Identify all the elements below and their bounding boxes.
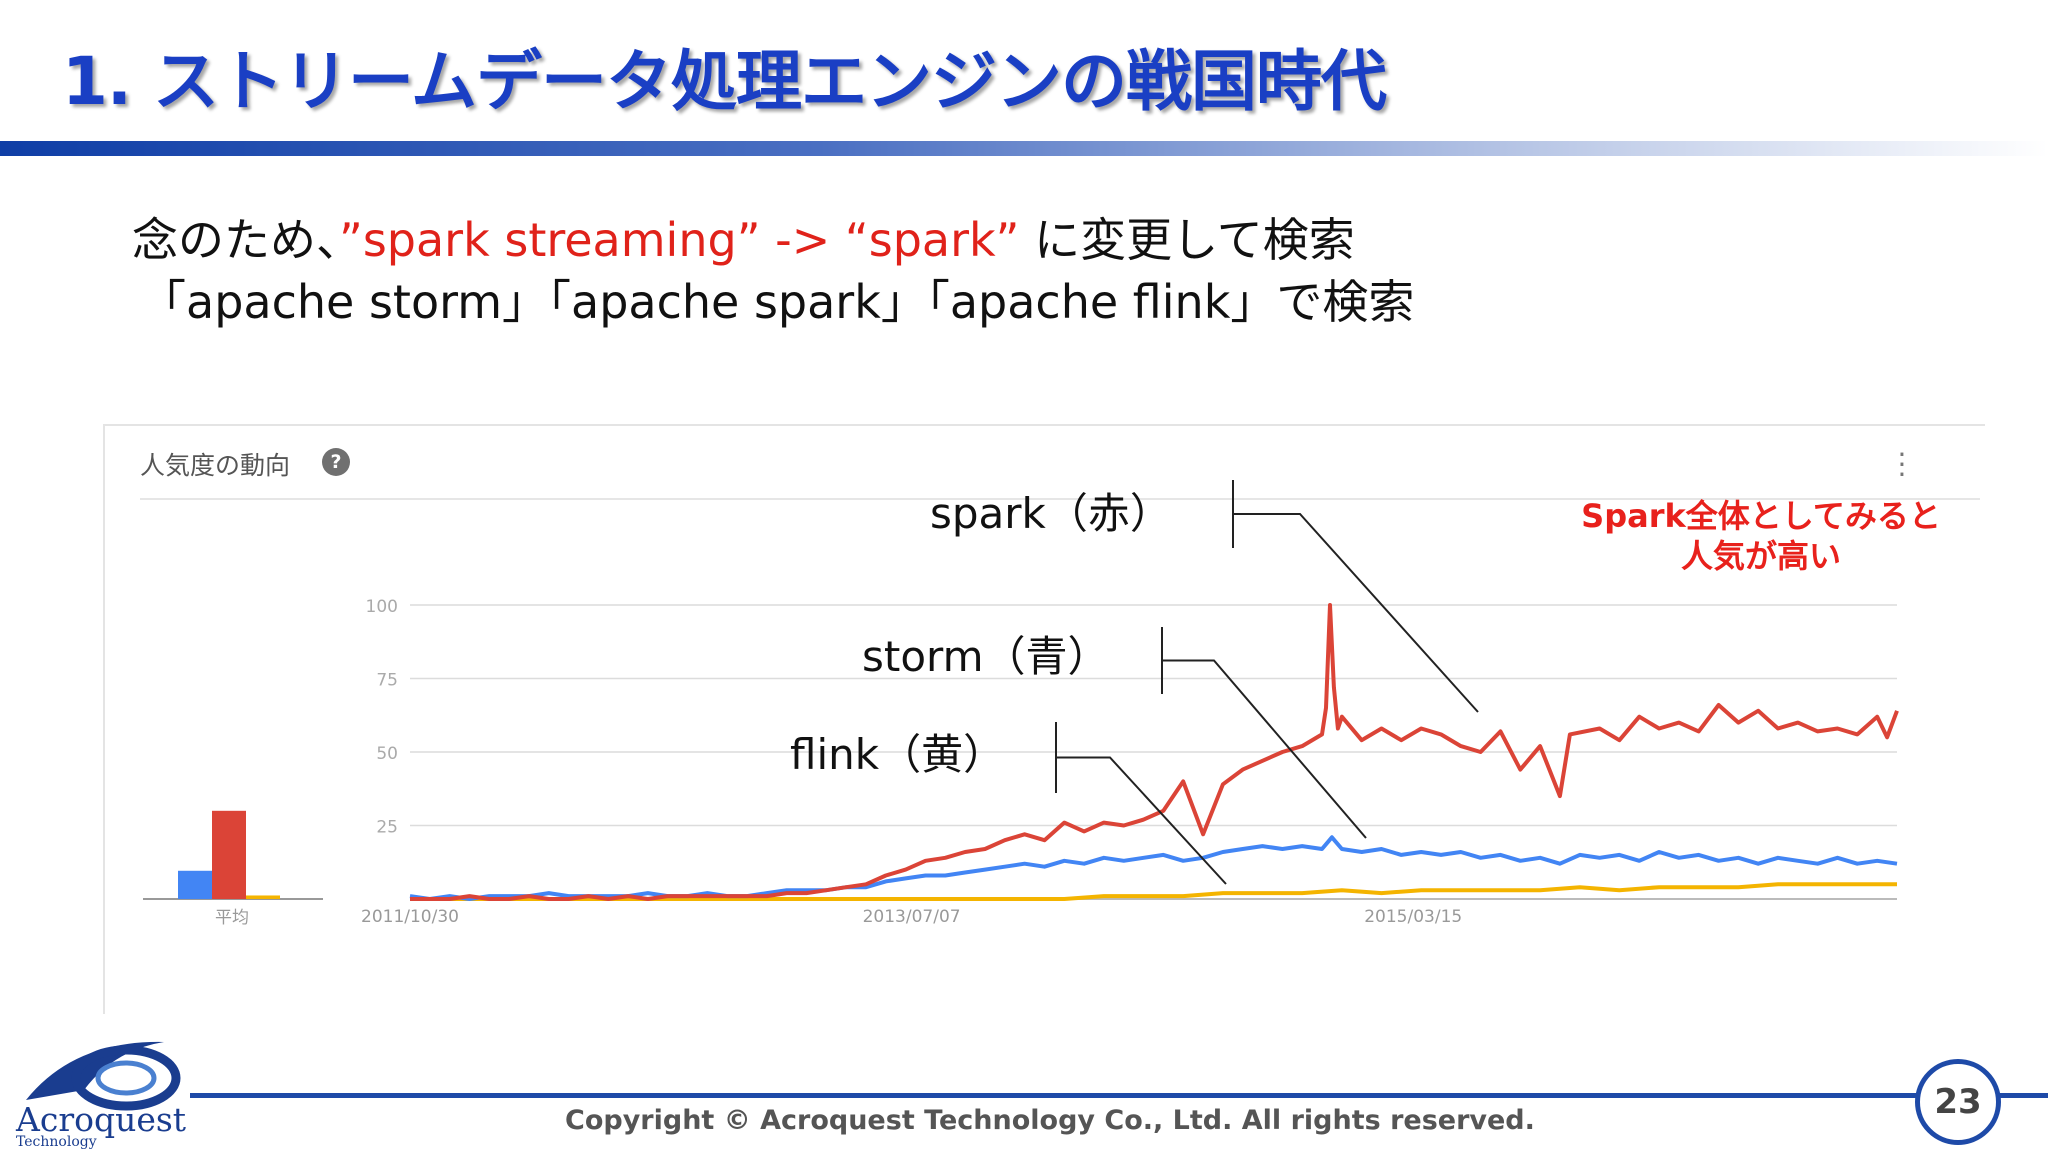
- callout-leader-storm: [1162, 659, 1367, 839]
- annotation-label-flink: flink（黄）: [790, 730, 1005, 779]
- line1-suffix: に変更して検索: [1019, 213, 1355, 267]
- y-tick-label: 100: [366, 597, 398, 617]
- series-lines: [409, 603, 1899, 901]
- average-bar-storm: [178, 870, 212, 899]
- annotation-callouts: spark（赤） storm（青） flink（黄）: [790, 480, 1479, 885]
- page-number: 23: [1915, 1059, 2001, 1145]
- averages-chart: 平均: [143, 810, 323, 928]
- series-line-storm: [409, 835, 1898, 901]
- footer-rule-right: [2000, 1093, 2048, 1098]
- y-tick-label: 75: [376, 671, 398, 691]
- trends-panel: [103, 424, 1985, 1014]
- x-tick-label: 2013/07/07: [863, 907, 961, 927]
- note-line2: 人気が高い: [1680, 537, 1841, 575]
- chart-grid: 25 50 75 100 2011/10/30 2013/07/07 2015/03/15: [361, 597, 1897, 927]
- acroquest-logo: [26, 1041, 181, 1111]
- panel-title: 人気度の動向: [140, 451, 291, 480]
- x-tick-label: 2011/10/30: [361, 907, 459, 927]
- help-circle-icon[interactable]: ?: [322, 448, 350, 476]
- search-note-line1: 念のため、”spark streaming” -> “spark” に変更して検…: [132, 204, 1355, 270]
- average-bar-spark: [212, 810, 246, 899]
- annotation-label-spark: spark（赤）: [930, 489, 1172, 538]
- footer-rule: [190, 1093, 1920, 1098]
- panel-divider: [140, 498, 1980, 500]
- logo-name: Acroquest: [16, 1100, 187, 1139]
- series-line-flink: [410, 882, 1897, 901]
- line1-prefix: 念のため、: [132, 213, 339, 267]
- title-underline: [0, 141, 2048, 156]
- note-line1: Spark全体としてみると: [1581, 497, 1941, 535]
- average-bar-flink: [246, 895, 280, 899]
- more-vertical-icon[interactable]: · · ·: [1897, 438, 1907, 491]
- slide-title: 1. ストリームデータ処理エンジンの戦国時代: [62, 43, 1387, 120]
- averages-label: 平均: [215, 908, 249, 928]
- line1-highlight: ”spark streaming” -> “spark”: [339, 213, 1020, 267]
- x-tick-label: 2015/03/15: [1364, 907, 1462, 927]
- callout-leader-flink: [1056, 756, 1227, 885]
- spark-popularity-note: Spark全体としてみると 人気が高い: [1566, 496, 1956, 576]
- search-note-line2: 「apache storm」「apache spark」「apache flin…: [140, 275, 1415, 329]
- callout-leader-spark: [1233, 513, 1479, 713]
- annotation-label-storm: storm（青）: [862, 632, 1110, 681]
- logo-subtitle: Technology: [16, 1134, 97, 1150]
- y-tick-label: 25: [376, 818, 398, 838]
- y-tick-label: 50: [376, 744, 398, 764]
- series-line-spark: [410, 603, 1899, 901]
- copyright-text: Copyright © Acroquest Technology Co., Lt…: [565, 1105, 1535, 1136]
